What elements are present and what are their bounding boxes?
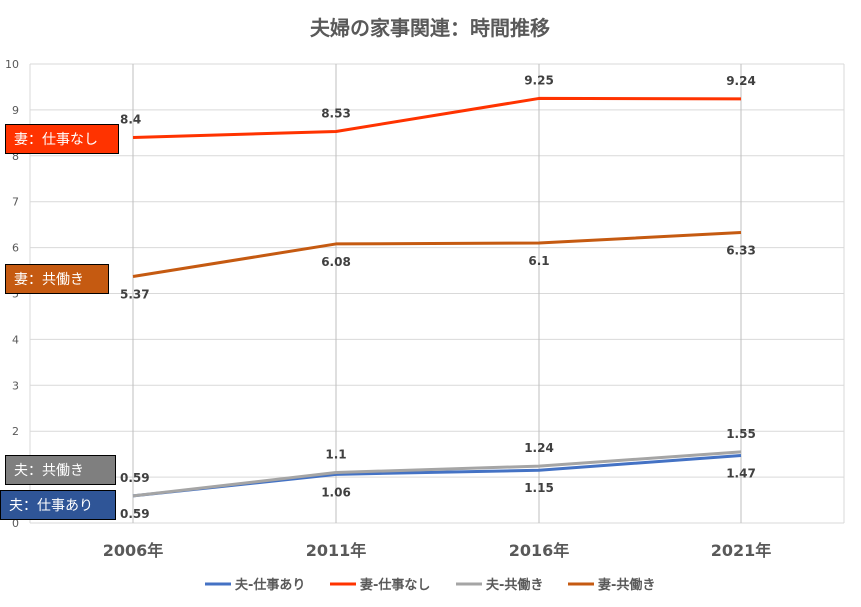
data-label: 9.24 xyxy=(726,74,756,88)
series-line xyxy=(132,454,742,498)
x-axis-ticks: 2006年 2011年 2016年 2021年 xyxy=(103,541,772,560)
data-label: 1.15 xyxy=(524,481,554,495)
x-tick-label: 2021年 xyxy=(711,541,772,560)
x-tick-label: 2016年 xyxy=(509,541,570,560)
series-label-box: 夫：仕事あり xyxy=(0,490,116,520)
x-tick-label: 2006年 xyxy=(103,541,164,560)
y-tick-label: 3 xyxy=(12,379,19,392)
y-tick-label: 6 xyxy=(12,242,19,255)
data-label: 0.59 xyxy=(120,507,150,521)
legend-label: 夫-仕事あり xyxy=(235,577,305,593)
data-label: 6.1 xyxy=(528,254,549,268)
legend-label: 夫-共働き xyxy=(486,577,543,593)
series-label-box: 妻：共働き xyxy=(5,264,109,294)
y-tick-label: 8 xyxy=(12,150,19,163)
series-line xyxy=(132,230,742,278)
legend: 夫-仕事あり 妻-仕事なし 夫-共働き 妻-共働き xyxy=(205,577,655,593)
x-tick-label: 2011年 xyxy=(306,541,367,560)
chart-title: 夫婦の家事関連：時間推移 xyxy=(310,16,550,40)
data-label: 1.1 xyxy=(325,448,346,462)
data-label: 6.08 xyxy=(321,255,351,269)
data-label: 1.47 xyxy=(726,467,756,481)
legend-label: 妻-仕事なし xyxy=(360,577,430,593)
series-label-box: 妻：仕事なし xyxy=(5,124,119,154)
data-label: 1.06 xyxy=(321,485,351,499)
y-tick-label: 10 xyxy=(5,58,19,71)
data-label: 6.33 xyxy=(726,243,756,257)
y-tick-label: 9 xyxy=(12,104,19,117)
series-line xyxy=(132,96,742,139)
y-tick-label: 5 xyxy=(12,288,19,301)
data-label: 1.55 xyxy=(726,427,756,441)
series-line xyxy=(132,450,742,498)
series-label-box: 夫：共働き xyxy=(5,455,116,485)
data-label: 9.25 xyxy=(524,73,554,87)
y-tick-label: 7 xyxy=(12,196,19,209)
legend-label: 妻-共働き xyxy=(598,577,655,593)
y-tick-label: 0 xyxy=(12,517,19,530)
data-label: 8.53 xyxy=(321,106,351,120)
data-label: 0.59 xyxy=(120,471,150,485)
data-label: 8.4 xyxy=(120,112,141,126)
y-tick-label: 2 xyxy=(12,425,19,438)
data-label: 5.37 xyxy=(120,288,150,302)
series-lines xyxy=(132,96,742,498)
data-label: 1.24 xyxy=(524,441,554,455)
y-tick-label: 4 xyxy=(12,333,19,346)
data-labels: 0.59 1.06 1.15 1.47 8.4 8.53 9.25 9.24 0.59 1.1 1.… xyxy=(120,73,756,520)
